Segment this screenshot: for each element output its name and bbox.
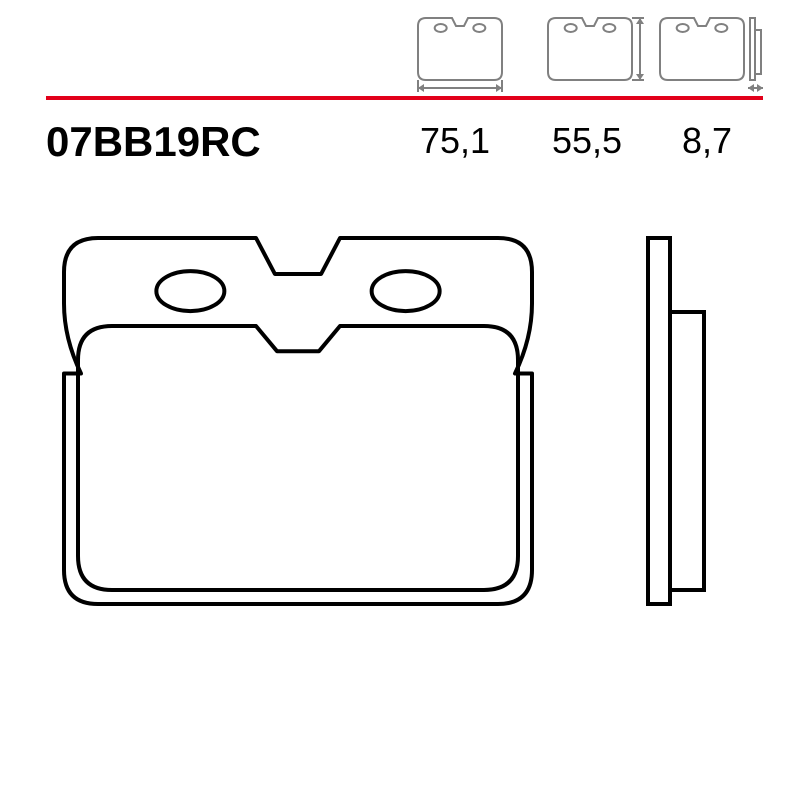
- technical-drawing: [0, 0, 800, 800]
- diagram-canvas: 07BB19RC 75,1 55,5 8,7: [0, 0, 800, 800]
